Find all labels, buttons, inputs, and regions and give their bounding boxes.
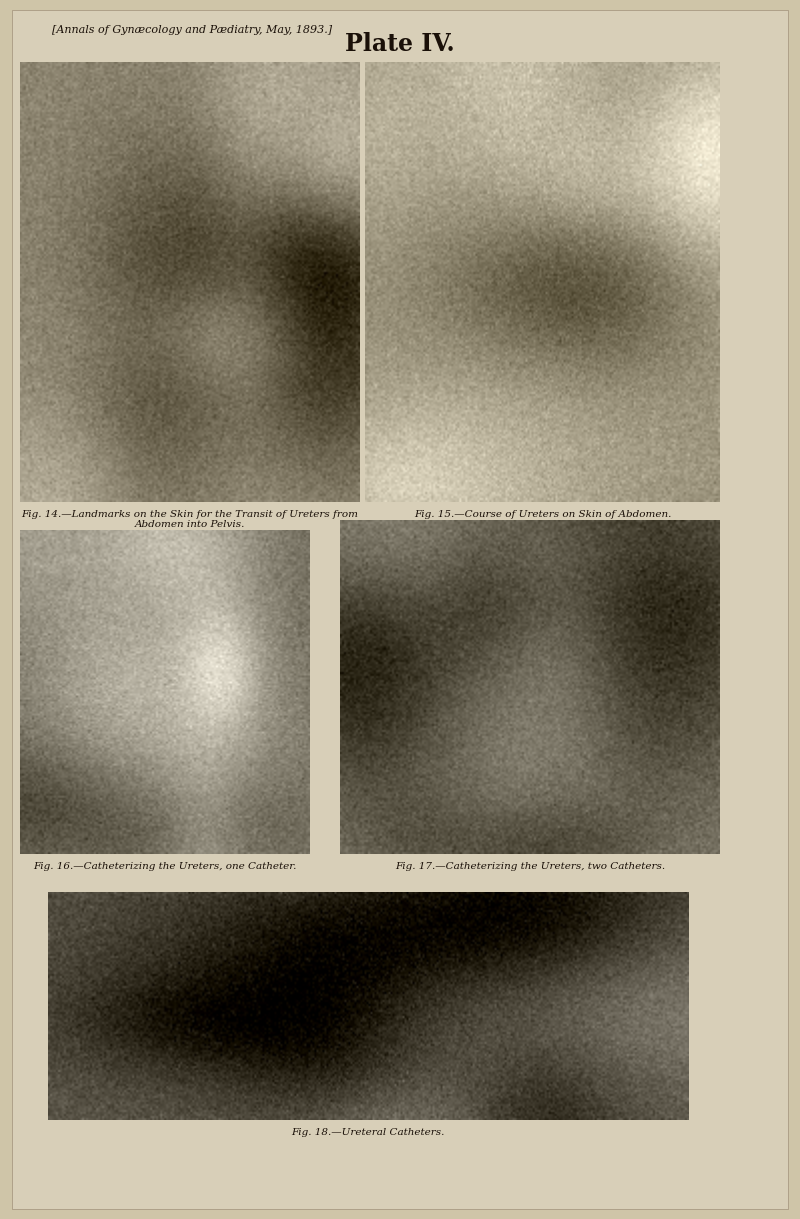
Text: Fig. 17.—Catheterizing the Ureters, two Catheters.: Fig. 17.—Catheterizing the Ureters, two …	[395, 862, 665, 872]
Text: Fig. 14.—Landmarks on the Skin for the Transit of Ureters from
Abdomen into Pelv: Fig. 14.—Landmarks on the Skin for the T…	[22, 510, 358, 529]
Text: Plate IV.: Plate IV.	[345, 32, 455, 56]
Text: [Annals of Gynæcology and Pædiatry, May, 1893.]: [Annals of Gynæcology and Pædiatry, May,…	[52, 26, 332, 35]
Text: Fig. 16.—Catheterizing the Ureters, one Catheter.: Fig. 16.—Catheterizing the Ureters, one …	[34, 862, 297, 872]
Text: Fig. 18.—Ureteral Catheters.: Fig. 18.—Ureteral Catheters.	[291, 1128, 445, 1137]
Text: Fig. 15.—Course of Ureters on Skin of Abdomen.: Fig. 15.—Course of Ureters on Skin of Ab…	[414, 510, 671, 519]
